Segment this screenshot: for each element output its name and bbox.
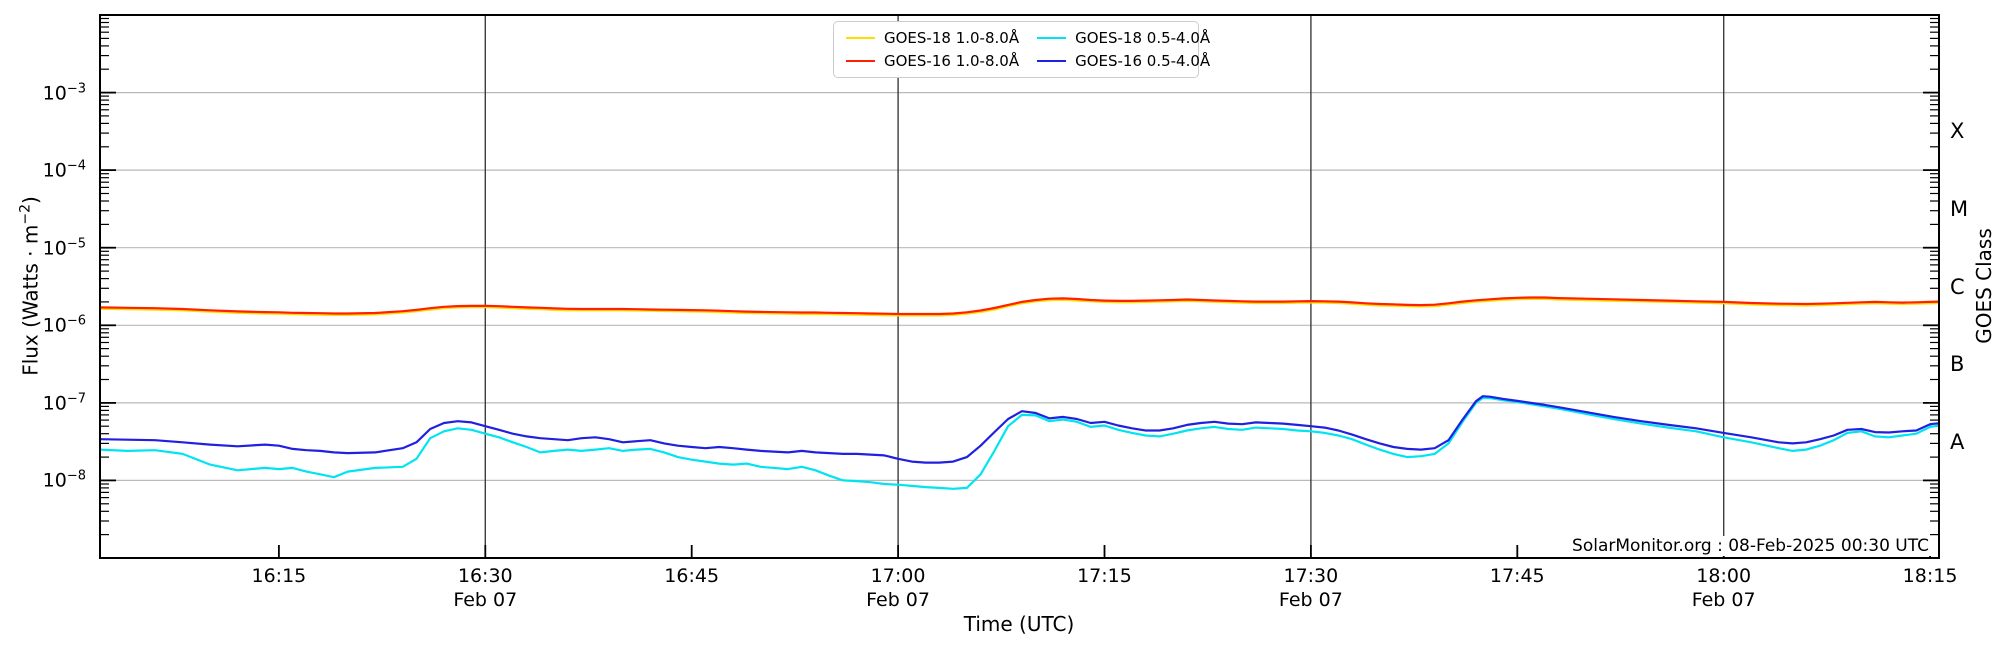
- x-tick-1700: 17:00 Feb 07: [866, 565, 930, 611]
- legend-item-goes16-long: GOES-16 1.0-8.0Å: [846, 52, 1019, 70]
- legend-label: GOES-16 0.5-4.0Å: [1075, 52, 1211, 70]
- x-tick-1715: 17:15: [1077, 565, 1132, 587]
- x-axis-title: Time (UTC): [963, 612, 1075, 636]
- legend-label: GOES-18 0.5-4.0Å: [1075, 29, 1211, 47]
- x-tick-1730: 17:30 Feb 07: [1278, 565, 1343, 611]
- y-tick-1e-8: 10−8: [42, 468, 86, 493]
- goes-class-label-a: A: [1950, 429, 1965, 454]
- y-tick-1e-4: 10−4: [42, 158, 86, 182]
- y-tick-1e-7: 10−7: [42, 391, 86, 415]
- x-tick-1815: 18:15: [1902, 565, 1958, 587]
- y-axis-title: Flux (Watts · m−2): [17, 196, 43, 376]
- legend-item-goes16-short: GOES-16 0.5-4.0Å: [1037, 52, 1210, 70]
- legend-swatch-goes18-long: [846, 36, 875, 40]
- goes-class-axis-title: GOES Class: [1972, 228, 1996, 344]
- x-tick-1630: 16:30 Feb 07: [453, 565, 518, 611]
- goes-class-label-m: M: [1950, 196, 1969, 221]
- legend: GOES-18 1.0-8.0Å GOES-18 0.5-4.0Å GOES-1…: [833, 21, 1210, 78]
- legend-label: GOES-18 1.0-8.0Å: [884, 29, 1020, 47]
- x-tick-1745: 17:45: [1489, 565, 1545, 587]
- legend-item-goes18-short: GOES-18 0.5-4.0Å: [1037, 29, 1210, 47]
- goes-class-label-b: B: [1950, 352, 1965, 377]
- legend-swatch-goes18-short: [1037, 36, 1067, 40]
- x-tick-1645: 16:45: [664, 565, 720, 587]
- goes-class-label-c: C: [1950, 274, 1965, 299]
- goes-class-label-x: X: [1950, 119, 1965, 144]
- legend-swatch-goes16-short: [1037, 59, 1067, 63]
- x-tick-date: Feb 07: [866, 589, 930, 611]
- attribution-text: SolarMonitor.org : 08-Feb-2025 00:30 UTC: [1570, 536, 1931, 556]
- y-tick-1e-5: 10−5: [42, 236, 86, 260]
- legend-swatch-goes16-long: [846, 59, 875, 63]
- legend-label: GOES-16 1.0-8.0Å: [884, 52, 1020, 70]
- x-tick-date: Feb 07: [1691, 589, 1756, 611]
- y-tick-1e-6: 10−6: [42, 313, 86, 337]
- x-tick-date: Feb 07: [1278, 589, 1343, 611]
- x-tick-1615: 16:15: [251, 565, 307, 587]
- y-tick-1e-3: 10−3: [42, 80, 86, 105]
- legend-item-goes18-long: GOES-18 1.0-8.0Å: [846, 29, 1019, 47]
- x-tick-date: Feb 07: [453, 589, 518, 611]
- x-tick-1800: 18:00 Feb 07: [1691, 565, 1756, 611]
